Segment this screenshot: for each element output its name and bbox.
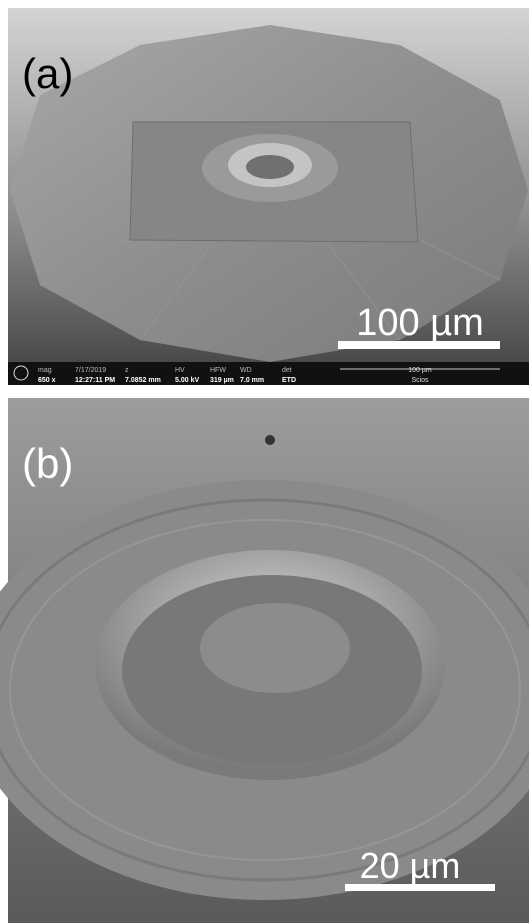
info-field-name: WD bbox=[240, 367, 252, 374]
panel-label: (b) bbox=[22, 440, 73, 487]
info-scale-label: 100 µm bbox=[408, 367, 432, 374]
panel-label: (a) bbox=[22, 50, 73, 97]
info-field-name: HV bbox=[175, 367, 185, 374]
panel-a: (a) 100 µm mag 650 x 7/17/2019 12:27:11 PM z… bbox=[8, 8, 529, 385]
info-field-value: 650 x bbox=[38, 377, 56, 384]
page: (a) 100 µm mag 650 x 7/17/2019 12:27:11 PM z… bbox=[0, 0, 529, 923]
scale-bar-label: 20 µm bbox=[360, 845, 461, 886]
scale-bar-label: 100 µm bbox=[356, 302, 484, 344]
panel-b: (b) 20 µm bbox=[0, 398, 529, 923]
hole bbox=[265, 435, 275, 445]
info-field-value: 5.00 kV bbox=[175, 377, 199, 384]
center-plateau bbox=[200, 603, 350, 693]
figure: (a) 100 µm mag 650 x 7/17/2019 12:27:11 PM z… bbox=[0, 0, 529, 923]
info-field-name: mag bbox=[38, 367, 52, 374]
info-field-value: 7.0 mm bbox=[240, 377, 264, 384]
info-field-value: ETD bbox=[282, 377, 296, 384]
info-field-value: 319 µm bbox=[210, 377, 234, 384]
info-field-name: 7/17/2019 bbox=[75, 367, 106, 374]
ring-center bbox=[246, 155, 294, 179]
info-field-name: det bbox=[282, 367, 292, 374]
info-field-value: 12:27:11 PM bbox=[75, 377, 115, 384]
info-field-name: HFW bbox=[210, 367, 226, 374]
instrument: Scios bbox=[411, 377, 429, 384]
info-field-value: 7.0852 mm bbox=[125, 377, 161, 384]
info-field-name: z bbox=[125, 367, 129, 374]
